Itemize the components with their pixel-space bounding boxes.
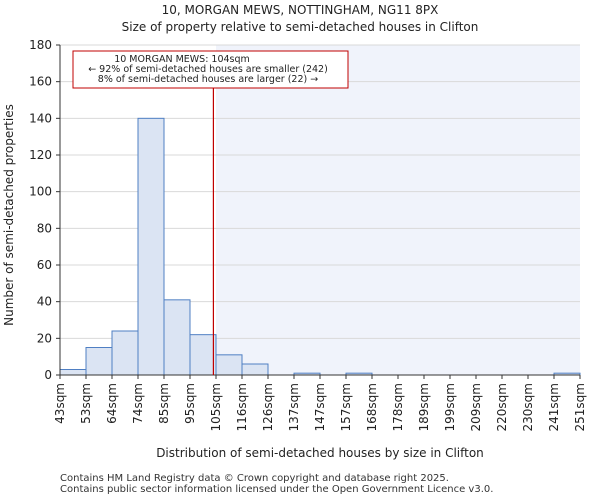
y-tick-label: 120 [29, 148, 52, 162]
annotation-line-1: 10 MORGAN MEWS: 104sqm [114, 54, 250, 65]
x-tick-label: 199sqm [443, 383, 457, 431]
x-tick-label: 251sqm [573, 383, 587, 431]
x-tick-label: 168sqm [365, 383, 379, 431]
y-tick-label: 20 [37, 331, 52, 345]
y-axis-label: Number of semi-detached properties [2, 104, 16, 326]
y-tick-label: 40 [37, 295, 52, 309]
x-tick-label: 220sqm [495, 383, 509, 431]
x-tick-label: 53sqm [79, 383, 93, 424]
y-tick-label: 140 [29, 111, 52, 125]
x-tick-label: 209sqm [469, 383, 483, 431]
x-tick-label: 230sqm [521, 383, 535, 431]
footer-copyright: Contains HM Land Registry data © Crown c… [60, 473, 449, 484]
annotation-box [72, 50, 349, 89]
footer-licence: Contains public sector information licen… [60, 484, 494, 495]
x-tick-label: 137sqm [287, 383, 301, 431]
x-tick-label: 178sqm [391, 383, 405, 431]
histogram-bar [137, 117, 165, 376]
x-tick-label: 147sqm [313, 383, 327, 431]
x-tick-label: 116sqm [235, 383, 249, 431]
x-tick-label: 105sqm [209, 383, 223, 431]
y-tick-label: 160 [29, 75, 52, 89]
histogram-bar [241, 363, 269, 376]
x-tick-label: 241sqm [547, 383, 561, 431]
x-tick-label: 126sqm [261, 383, 275, 431]
x-tick-label: 189sqm [417, 383, 431, 431]
x-tick-label: 95sqm [183, 383, 197, 424]
x-tick-label: 74sqm [131, 383, 145, 424]
histogram-bar [85, 347, 113, 376]
histogram-bar [215, 354, 243, 376]
histogram-bar [163, 299, 191, 376]
y-tick-label: 180 [29, 38, 52, 52]
annotation-line-3: 8% of semi-detached houses are larger (2… [98, 74, 318, 85]
x-tick-label: 64sqm [105, 383, 119, 424]
x-tick-label: 157sqm [339, 383, 353, 431]
x-axis-label: Distribution of semi-detached houses by … [156, 446, 484, 460]
y-tick-label: 0 [44, 368, 52, 382]
y-tick-label: 60 [37, 258, 52, 272]
histogram-bar [59, 369, 87, 376]
y-tick-label: 80 [37, 221, 52, 235]
histogram-bar [189, 334, 217, 376]
x-tick-label: 43sqm [53, 383, 67, 424]
chart-title-address: 10, MORGAN MEWS, NOTTINGHAM, NG11 8PX [161, 3, 439, 17]
histogram-bar [111, 330, 139, 376]
highlight-region [216, 45, 580, 375]
x-tick-label: 85sqm [157, 383, 171, 424]
y-tick-label: 100 [29, 185, 52, 199]
annotation-line-2: ← 92% of semi-detached houses are smalle… [88, 64, 328, 75]
chart-title: Size of property relative to semi-detach… [121, 20, 479, 34]
